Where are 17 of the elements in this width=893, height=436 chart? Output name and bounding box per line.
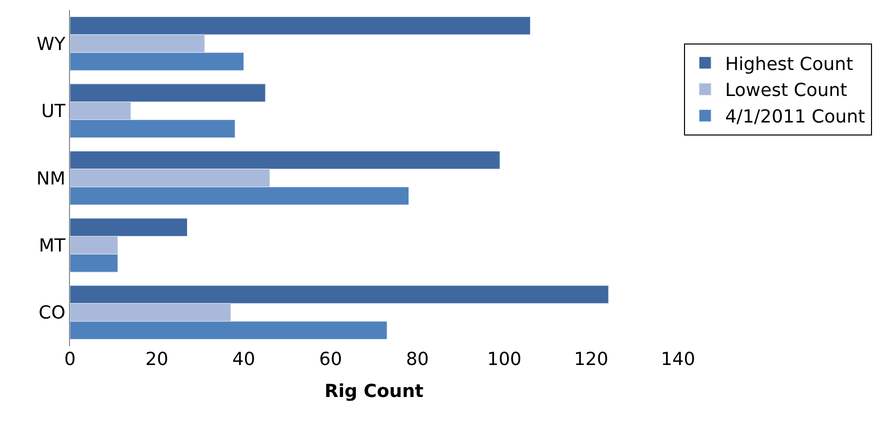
y-tick-label: UT	[41, 101, 66, 122]
legend-label: 4/1/2011 Count	[725, 106, 866, 128]
x-tick-label: 120	[574, 349, 608, 370]
y-tick-label: CO	[38, 302, 66, 324]
y-tick-label: NM	[36, 168, 66, 190]
x-tick-label: 80	[406, 349, 429, 370]
x-tick-label: 20	[145, 349, 168, 370]
x-tick-label: 0	[64, 349, 76, 370]
x-tick-label: 60	[319, 349, 342, 370]
x-axis-title: Rig Count	[324, 381, 424, 402]
y-tick-label: WY	[36, 34, 66, 55]
x-tick-label: 140	[660, 349, 696, 370]
legend-label: Highest Count	[725, 54, 854, 75]
x-tick-label: 100	[487, 349, 522, 370]
y-tick-label: MT	[38, 236, 66, 256]
legend-label: Lowest Count	[725, 80, 848, 102]
x-tick-label: 40	[232, 349, 256, 370]
